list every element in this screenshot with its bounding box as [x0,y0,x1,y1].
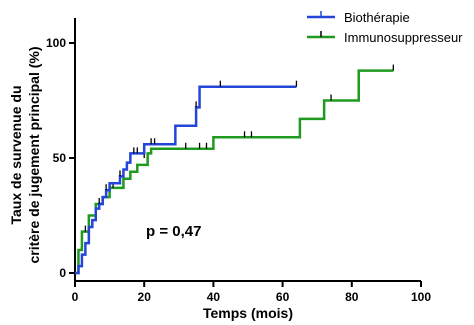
series-biotherapie [75,80,298,275]
legend-item-immunosuppresseur: Immunosuppresseur [307,30,463,45]
legend: Biothérapie Immunosuppresseur [307,10,463,45]
legend-label-immunosuppresseur: Immunosuppresseur [344,30,463,45]
series-line-biotherapie [75,85,297,275]
x-axis-title: Temps (mois) [203,305,293,321]
x-tick-label: 40 [207,290,221,304]
y-axis-title: Taux de survenue du critère de jugement … [8,46,42,263]
legend-item-biotherapie: Biothérapie [307,10,410,25]
x-tick-label: 0 [72,290,79,304]
y-tick-label: 0 [59,266,66,280]
series-layer [75,64,394,275]
p-value-annotation: p = 0,47 [146,223,201,240]
legend-label-biotherapie: Biothérapie [344,10,410,25]
y-axis-title-line-1: Taux de survenue du [8,86,24,225]
x-tick-label: 100 [411,290,431,304]
y-tick-label: 100 [46,36,66,50]
x-tick-label: 80 [345,290,359,304]
y-tick-label: 50 [53,151,67,165]
axes: 0 20 40 60 80 100 0 50 100 [46,18,431,304]
y-axis-title-line-2: critère de jugement principal (%) [26,46,42,263]
x-tick-label: 60 [276,290,290,304]
x-tick-label: 20 [138,290,152,304]
